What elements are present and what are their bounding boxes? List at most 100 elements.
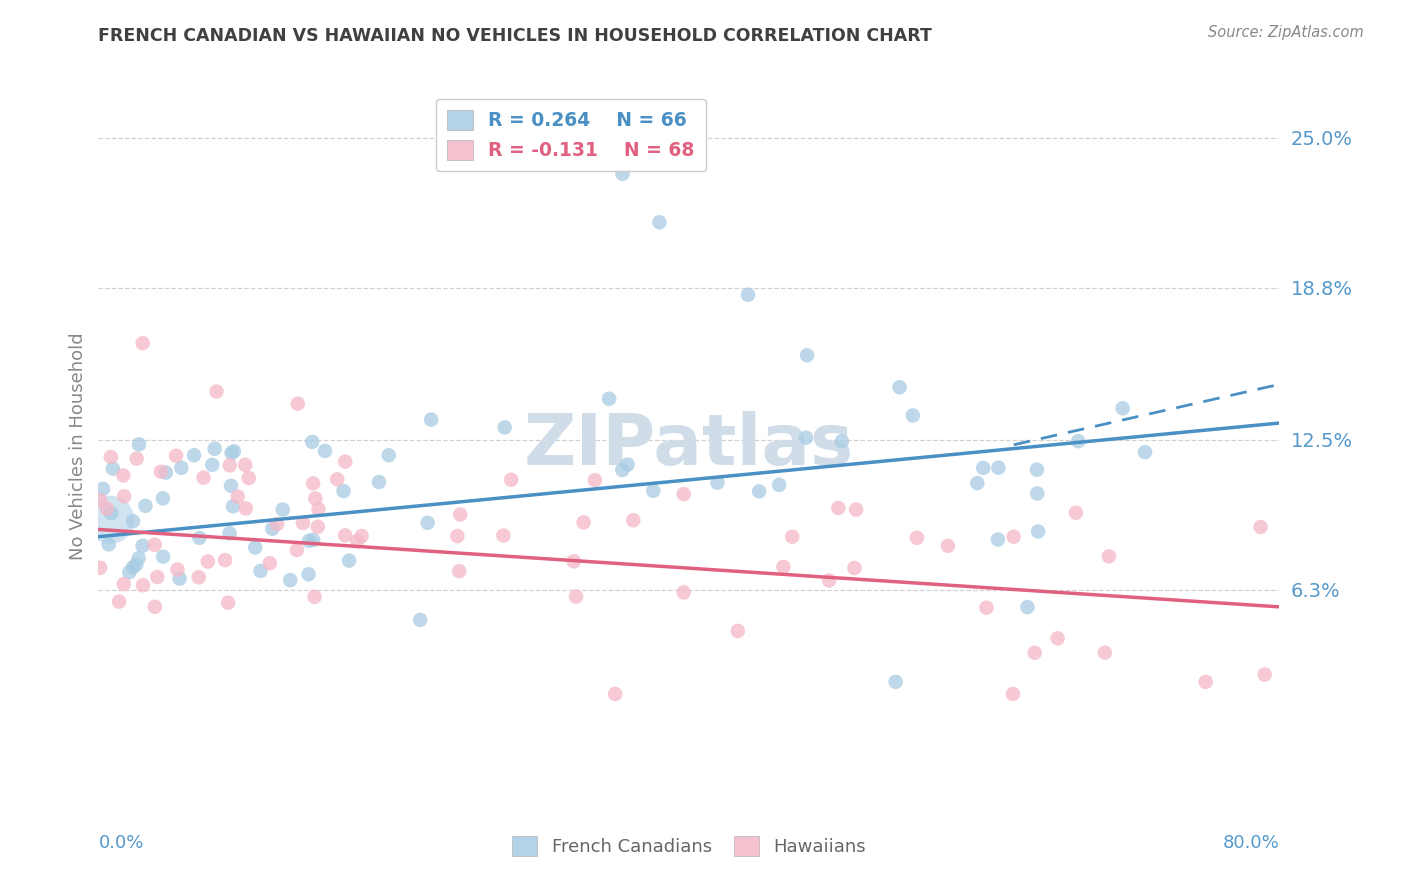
- Point: [249, 564, 271, 578]
- Point: [188, 531, 211, 545]
- Point: [308, 502, 330, 516]
- Point: [291, 516, 314, 530]
- Point: [706, 475, 728, 490]
- Point: [446, 529, 468, 543]
- Point: [818, 574, 841, 588]
- Point: [1094, 646, 1116, 660]
- Point: [307, 520, 329, 534]
- Point: [204, 442, 226, 456]
- Point: [377, 448, 399, 462]
- Point: [143, 538, 166, 552]
- Point: [238, 471, 260, 485]
- Point: [337, 553, 360, 567]
- Point: [205, 384, 228, 399]
- Text: ZIPatlas: ZIPatlas: [524, 411, 853, 481]
- Point: [131, 539, 153, 553]
- Y-axis label: No Vehicles in Household: No Vehicles in Household: [69, 332, 87, 560]
- Point: [827, 500, 849, 515]
- Point: [187, 570, 209, 584]
- Legend: French Canadians, Hawaiians: French Canadians, Hawaiians: [503, 827, 875, 865]
- Point: [901, 409, 924, 423]
- Point: [583, 473, 606, 487]
- Point: [302, 533, 325, 547]
- Point: [98, 513, 121, 527]
- Point: [193, 470, 215, 484]
- Point: [572, 516, 595, 530]
- Point: [643, 483, 665, 498]
- Point: [1064, 506, 1087, 520]
- Point: [831, 434, 853, 449]
- Point: [271, 502, 294, 516]
- Point: [598, 392, 620, 406]
- Point: [122, 560, 145, 574]
- Point: [936, 539, 959, 553]
- Point: [1046, 632, 1069, 646]
- Point: [772, 560, 794, 574]
- Point: [217, 596, 239, 610]
- Point: [844, 561, 866, 575]
- Point: [905, 531, 928, 545]
- Point: [108, 594, 131, 608]
- Point: [233, 458, 256, 472]
- Point: [149, 465, 172, 479]
- Point: [782, 530, 804, 544]
- Point: [449, 508, 471, 522]
- Point: [416, 516, 439, 530]
- Point: [112, 577, 135, 591]
- Point: [143, 599, 166, 614]
- Point: [166, 563, 188, 577]
- Point: [165, 449, 187, 463]
- Point: [125, 558, 148, 572]
- Point: [616, 458, 638, 472]
- Point: [134, 499, 156, 513]
- Point: [889, 380, 911, 394]
- Point: [332, 483, 354, 498]
- Point: [768, 478, 790, 492]
- Point: [326, 472, 349, 486]
- Point: [1026, 524, 1049, 539]
- Point: [89, 560, 111, 574]
- Text: 0.0%: 0.0%: [98, 834, 143, 852]
- Point: [501, 473, 523, 487]
- Point: [796, 348, 818, 362]
- Point: [235, 501, 257, 516]
- Point: [128, 551, 150, 566]
- Point: [197, 554, 219, 568]
- Point: [146, 570, 169, 584]
- Point: [1111, 401, 1133, 416]
- Point: [112, 468, 135, 483]
- Point: [100, 506, 122, 520]
- Point: [737, 288, 759, 302]
- Point: [727, 624, 749, 638]
- Point: [976, 600, 998, 615]
- Point: [1024, 646, 1046, 660]
- Point: [884, 674, 907, 689]
- Point: [350, 529, 373, 543]
- Text: 80.0%: 80.0%: [1223, 834, 1279, 852]
- Point: [987, 460, 1010, 475]
- Point: [266, 516, 288, 531]
- Point: [562, 554, 585, 568]
- Point: [304, 491, 326, 506]
- Point: [1250, 520, 1272, 534]
- Point: [492, 528, 515, 542]
- Point: [125, 451, 148, 466]
- Point: [112, 489, 135, 503]
- Point: [245, 541, 267, 555]
- Point: [346, 534, 368, 549]
- Point: [845, 502, 868, 516]
- Point: [285, 543, 308, 558]
- Point: [222, 500, 245, 514]
- Point: [122, 514, 145, 528]
- Point: [152, 491, 174, 506]
- Point: [170, 460, 193, 475]
- Point: [420, 412, 443, 426]
- Point: [794, 431, 817, 445]
- Point: [987, 533, 1010, 547]
- Text: Source: ZipAtlas.com: Source: ZipAtlas.com: [1208, 25, 1364, 40]
- Point: [96, 501, 118, 516]
- Point: [214, 553, 236, 567]
- Point: [1002, 530, 1025, 544]
- Point: [1001, 687, 1024, 701]
- Point: [748, 484, 770, 499]
